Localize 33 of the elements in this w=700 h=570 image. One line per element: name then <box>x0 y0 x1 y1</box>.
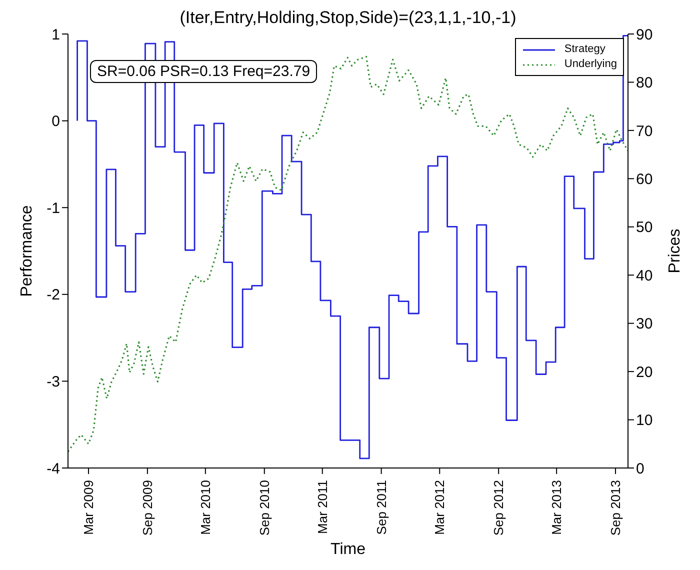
x-tick-label: Mar 2009 <box>81 480 96 535</box>
y2-tick-label: 80 <box>636 74 653 92</box>
annotation: SR=0.06 PSR=0.13 Freq=23.79 <box>90 60 318 83</box>
x-tick-label: Mar 2010 <box>198 480 213 535</box>
y-tick-label: -2 <box>46 286 60 304</box>
x-tick-label: Sep 2010 <box>256 480 272 536</box>
y-axis-title: Performance <box>18 205 36 297</box>
x-axis-title: Time <box>330 541 366 558</box>
y2-axis-title: Prices <box>666 228 684 274</box>
y2-tick-label: 90 <box>636 26 653 44</box>
y2-tick-label: 50 <box>636 219 653 236</box>
legend-label: Underlying <box>564 57 617 72</box>
x-tick-label: Mar 2012 <box>432 480 448 535</box>
x-tick-label: Sep 2009 <box>140 480 155 536</box>
x-tick-label: Sep 2012 <box>491 480 506 536</box>
x-tick-label: Sep 2011 <box>374 480 389 535</box>
y2-tick-label: 40 <box>636 267 653 284</box>
y-tick-label: -4 <box>46 460 60 478</box>
y2-tick-label: 10 <box>636 412 653 430</box>
y2-tick-label: 70 <box>636 122 653 140</box>
y-tick-label: -3 <box>46 374 60 391</box>
y-tick-label: 0 <box>52 113 60 130</box>
legend-label: Strategy <box>564 42 606 57</box>
chart-title: (Iter,Entry,Holding,Stop,Side)=(23,1,1,-10,-1) <box>178 8 518 28</box>
y2-tick-label: 30 <box>636 316 653 333</box>
y-tick-label: 1 <box>52 26 60 44</box>
x-tick-label: Mar 2011 <box>314 480 330 534</box>
y2-tick-label: 60 <box>636 170 653 188</box>
y-tick-label: -1 <box>46 200 60 217</box>
x-tick-label: Mar 2013 <box>549 480 564 535</box>
y2-tick-label: 0 <box>636 460 644 478</box>
x-tick-label: Sep 2013 <box>608 480 624 536</box>
y2-tick-label: 20 <box>636 364 653 381</box>
